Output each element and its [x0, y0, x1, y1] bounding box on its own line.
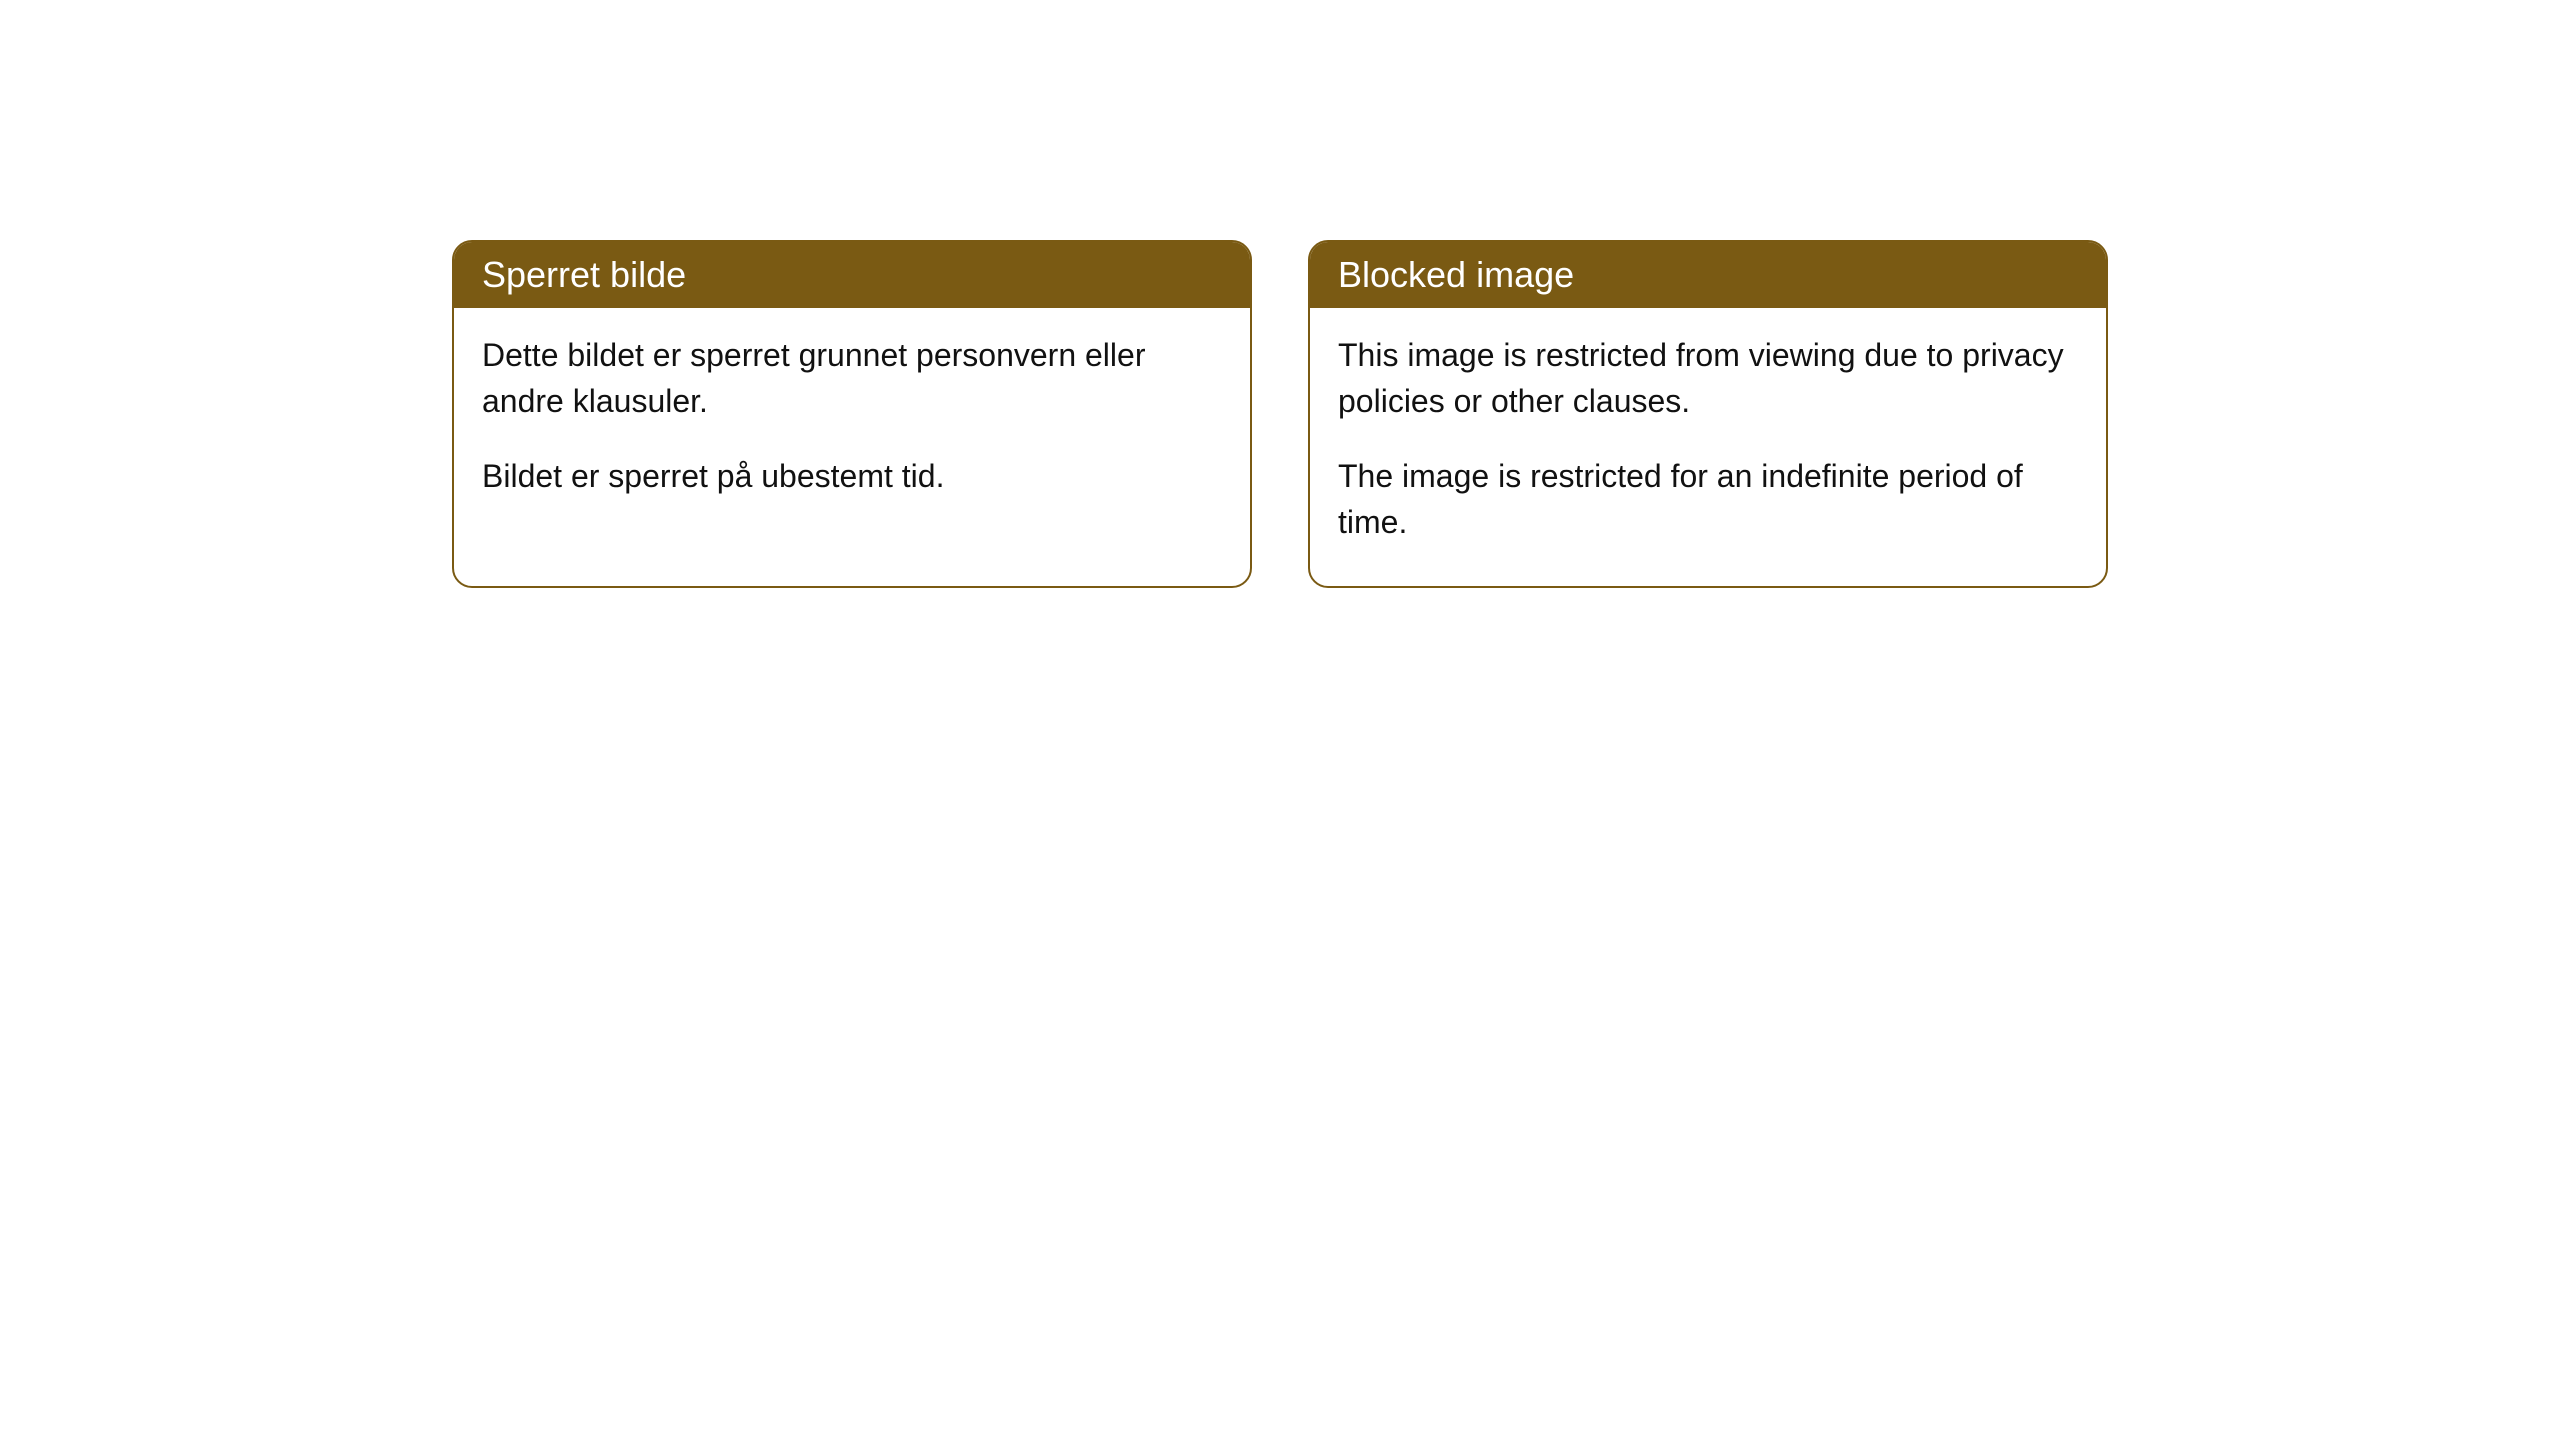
card-paragraph-1: Dette bildet er sperret grunnet personve… — [482, 332, 1222, 425]
card-body: This image is restricted from viewing du… — [1310, 308, 2106, 586]
card-header: Blocked image — [1310, 242, 2106, 308]
card-paragraph-2: Bildet er sperret på ubestemt tid. — [482, 453, 1222, 499]
notice-cards-container: Sperret bilde Dette bildet er sperret gr… — [452, 240, 2108, 588]
card-header: Sperret bilde — [454, 242, 1250, 308]
card-paragraph-2: The image is restricted for an indefinit… — [1338, 453, 2078, 546]
notice-card-english: Blocked image This image is restricted f… — [1308, 240, 2108, 588]
card-body: Dette bildet er sperret grunnet personve… — [454, 308, 1250, 539]
card-title: Sperret bilde — [482, 254, 686, 295]
notice-card-norwegian: Sperret bilde Dette bildet er sperret gr… — [452, 240, 1252, 588]
card-title: Blocked image — [1338, 254, 1574, 295]
card-paragraph-1: This image is restricted from viewing du… — [1338, 332, 2078, 425]
